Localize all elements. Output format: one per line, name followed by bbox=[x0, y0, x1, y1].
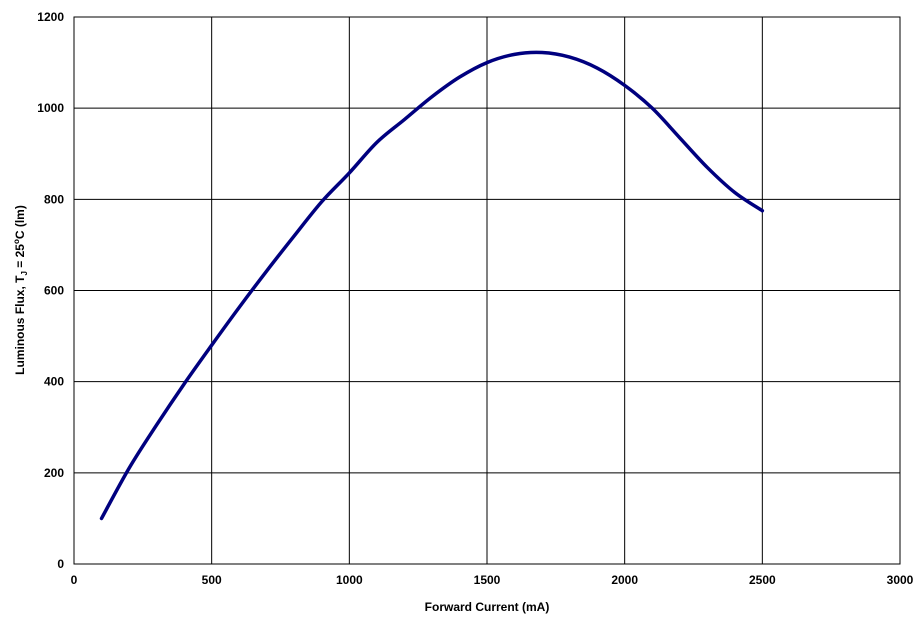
y-tick-label: 200 bbox=[44, 466, 64, 480]
x-tick-label: 1500 bbox=[474, 573, 501, 587]
grid-lines bbox=[73, 16, 901, 565]
y-tick-label: 1200 bbox=[37, 10, 64, 24]
x-axis-ticks: 0 500 1000 1500 2000 2500 3000 bbox=[71, 573, 914, 587]
y-tick-label: 1000 bbox=[37, 101, 64, 115]
series-line bbox=[99, 50, 765, 521]
y-tick-label: 800 bbox=[44, 192, 64, 206]
x-tick-label: 1000 bbox=[336, 573, 363, 587]
y-axis-title-subscript: J bbox=[20, 271, 29, 275]
x-tick-label: 2000 bbox=[611, 573, 638, 587]
plot-area bbox=[73, 16, 901, 565]
y-axis-title-superscript: o bbox=[12, 239, 21, 244]
x-axis-title: Forward Current (mA) bbox=[425, 600, 550, 614]
x-tick-label: 3000 bbox=[887, 573, 914, 587]
y-tick-label: 600 bbox=[44, 284, 64, 298]
x-tick-label: 0 bbox=[71, 573, 78, 587]
y-tick-label: 0 bbox=[57, 557, 64, 571]
y-axis-title: Luminous Flux, TJ = 25oC (lm) bbox=[12, 205, 29, 375]
y-axis-ticks: 0 200 400 600 800 1000 1200 bbox=[37, 10, 64, 571]
x-tick-label: 2500 bbox=[749, 573, 776, 587]
y-axis-title-middle: = 25 bbox=[13, 244, 27, 271]
y-tick-label: 400 bbox=[44, 375, 64, 389]
y-axis-title-prefix: Luminous Flux, T bbox=[13, 275, 27, 375]
y-axis-title-suffix: C (lm) bbox=[13, 205, 27, 239]
x-tick-label: 500 bbox=[202, 573, 222, 587]
